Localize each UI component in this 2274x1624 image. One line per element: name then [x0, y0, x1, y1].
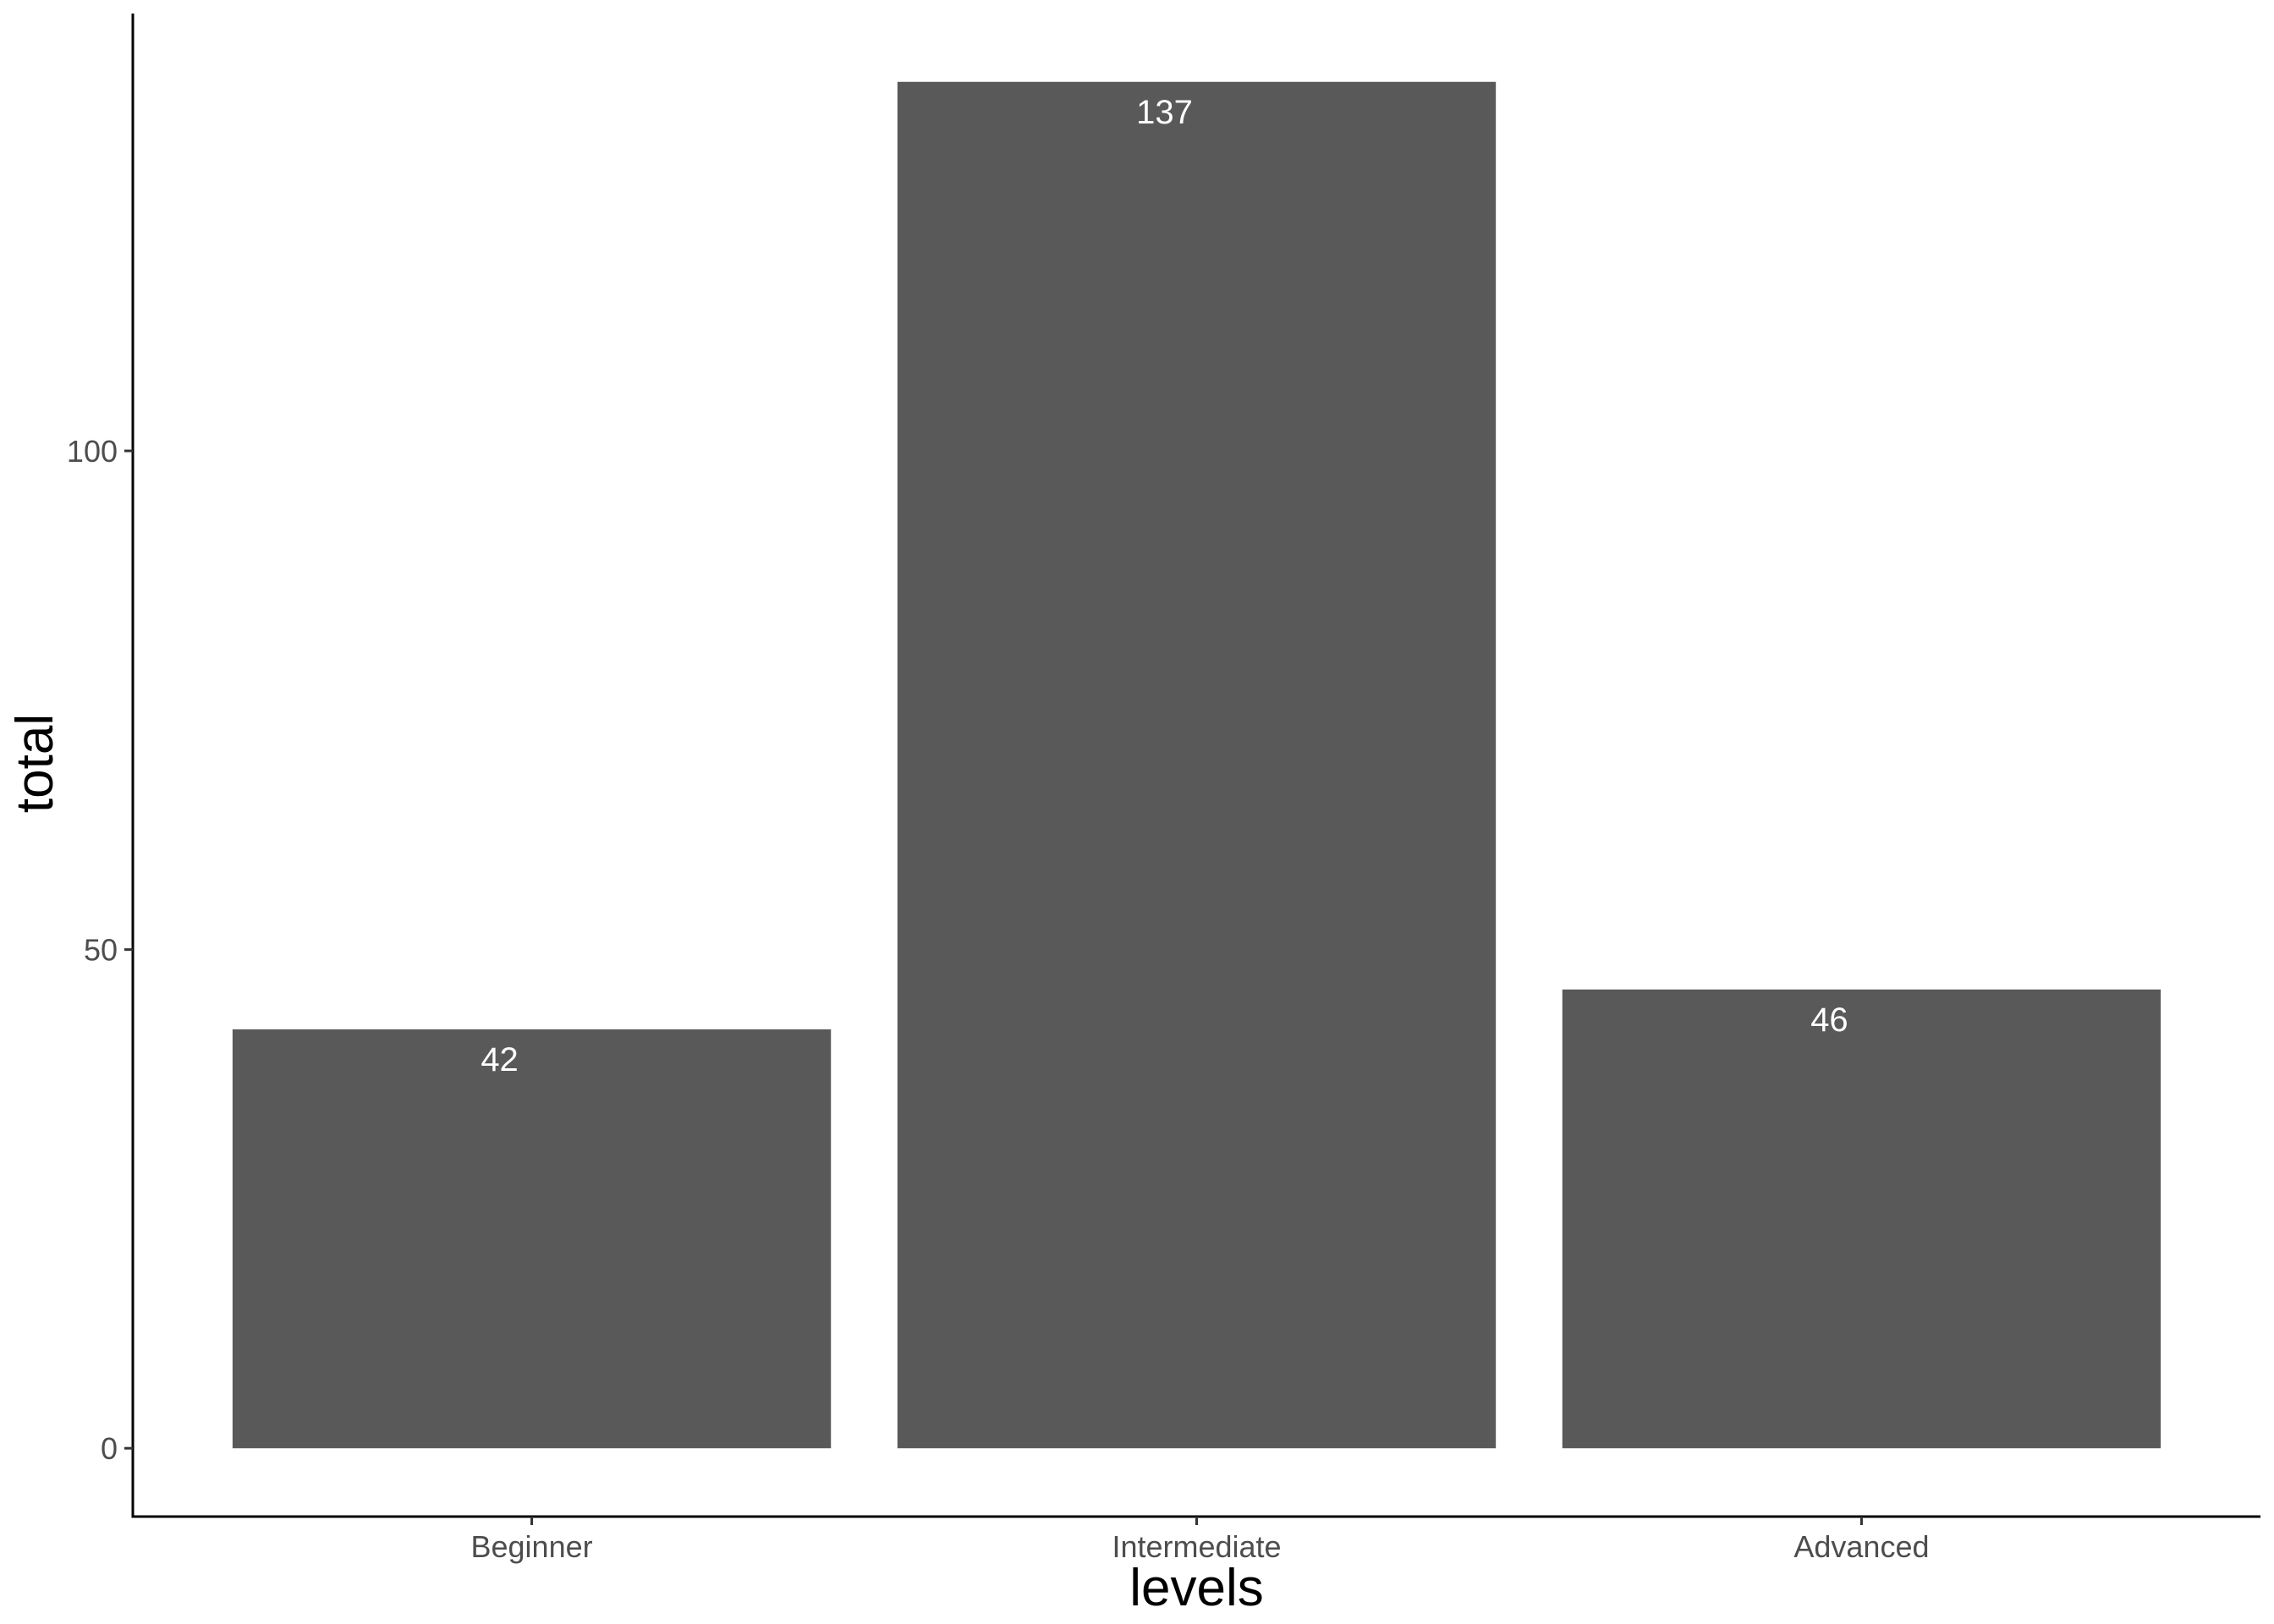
bar-advanced: [1562, 989, 2161, 1449]
bar-labels-group: 42 137 46: [481, 94, 1848, 1078]
x-tick-label-beginner: Beginner: [471, 1529, 593, 1564]
bars-group: [232, 81, 2161, 1449]
bar-value-label-intermediate: 137: [1136, 94, 1193, 131]
x-axis-ticks: Beginner Intermediate Advanced: [471, 1517, 1930, 1564]
y-tick-label-50: 50: [84, 933, 118, 968]
x-axis-title: levels: [1129, 1559, 1264, 1617]
bar-beginner: [232, 1029, 832, 1449]
axes-lines: [131, 14, 2260, 1518]
y-tick-label-100: 100: [67, 434, 118, 469]
bar-value-label-beginner: 42: [481, 1041, 519, 1078]
y-tick-label-0: 0: [101, 1431, 118, 1466]
y-axis-ticks: 0 50 100: [67, 434, 133, 1466]
bar-value-label-advanced: 46: [1810, 1001, 1848, 1039]
x-tick-label-advanced: Advanced: [1793, 1529, 1929, 1564]
x-tick-label-intermediate: Intermediate: [1112, 1529, 1281, 1564]
y-axis-title: total: [6, 714, 64, 813]
bar-intermediate: [897, 81, 1497, 1449]
